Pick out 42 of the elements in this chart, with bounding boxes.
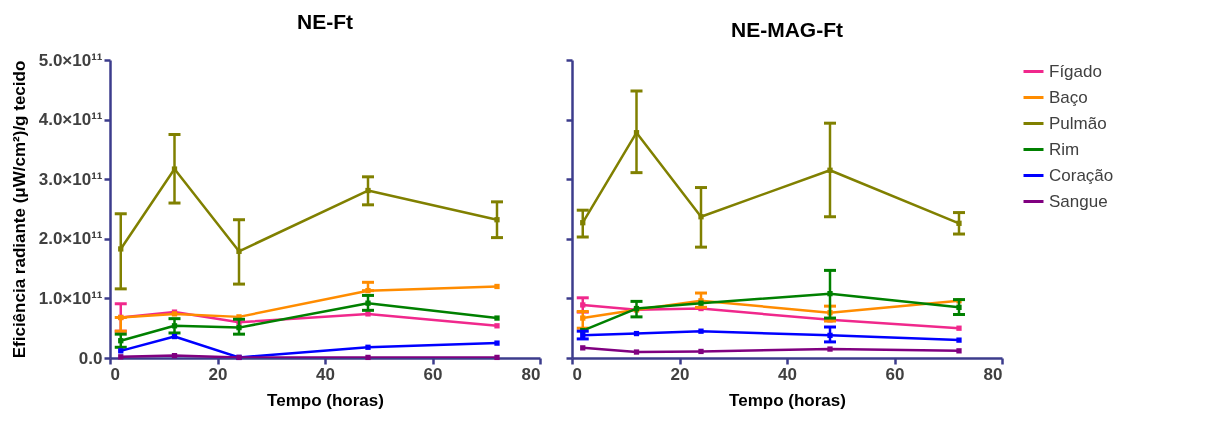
y-tick-label: 3.0×10¹¹ xyxy=(38,169,103,189)
y-axis-title: Eficiência radiante (μW/cm²)/g tecido xyxy=(9,60,29,359)
y-tick-label: 5.0×10¹¹ xyxy=(38,50,103,70)
point xyxy=(494,283,500,290)
chart-title: NE-Ft xyxy=(297,10,353,33)
legend-label: Baço xyxy=(1049,87,1088,107)
y-tick-label: 2.0×10¹¹ xyxy=(38,229,103,249)
x-tick-label: 40 xyxy=(778,364,797,384)
legend-label: Sangue xyxy=(1049,191,1108,211)
point xyxy=(494,315,500,321)
point xyxy=(494,323,500,329)
x-tick-label: 60 xyxy=(885,364,905,384)
point xyxy=(698,348,704,355)
point xyxy=(365,354,371,361)
x-tick-label: 0 xyxy=(110,364,120,384)
point xyxy=(494,340,500,346)
chart-title: NE-MAG-Ft xyxy=(731,17,843,41)
legend-label: Coração xyxy=(1049,165,1114,185)
legend-label: Fígado xyxy=(1049,61,1102,81)
point xyxy=(698,328,704,334)
x-tick-label: 20 xyxy=(670,364,690,384)
y-tick-label: 0.0 xyxy=(78,348,103,368)
x-axis-title: Tempo (horas) xyxy=(729,390,846,410)
x-tick-label: 80 xyxy=(521,364,541,384)
x-tick-label: 20 xyxy=(208,364,228,384)
x-tick-label: 80 xyxy=(983,364,1003,384)
y-tick-label: 4.0×10¹¹ xyxy=(38,110,103,130)
x-tick-label: 0 xyxy=(572,364,582,384)
x-axis-title: Tempo (horas) xyxy=(267,390,384,410)
point xyxy=(633,349,640,355)
x-tick-label: 40 xyxy=(316,364,335,384)
point xyxy=(494,354,500,361)
point xyxy=(956,337,962,343)
point xyxy=(365,344,371,350)
legend-label: Pulmão xyxy=(1049,113,1107,133)
point xyxy=(827,346,833,352)
point xyxy=(956,348,962,354)
point xyxy=(956,325,962,331)
y-tick-label: 1.0×10¹¹ xyxy=(38,288,103,308)
legend-label: Rim xyxy=(1049,139,1080,159)
x-tick-label: 60 xyxy=(423,364,443,384)
point xyxy=(580,345,586,351)
